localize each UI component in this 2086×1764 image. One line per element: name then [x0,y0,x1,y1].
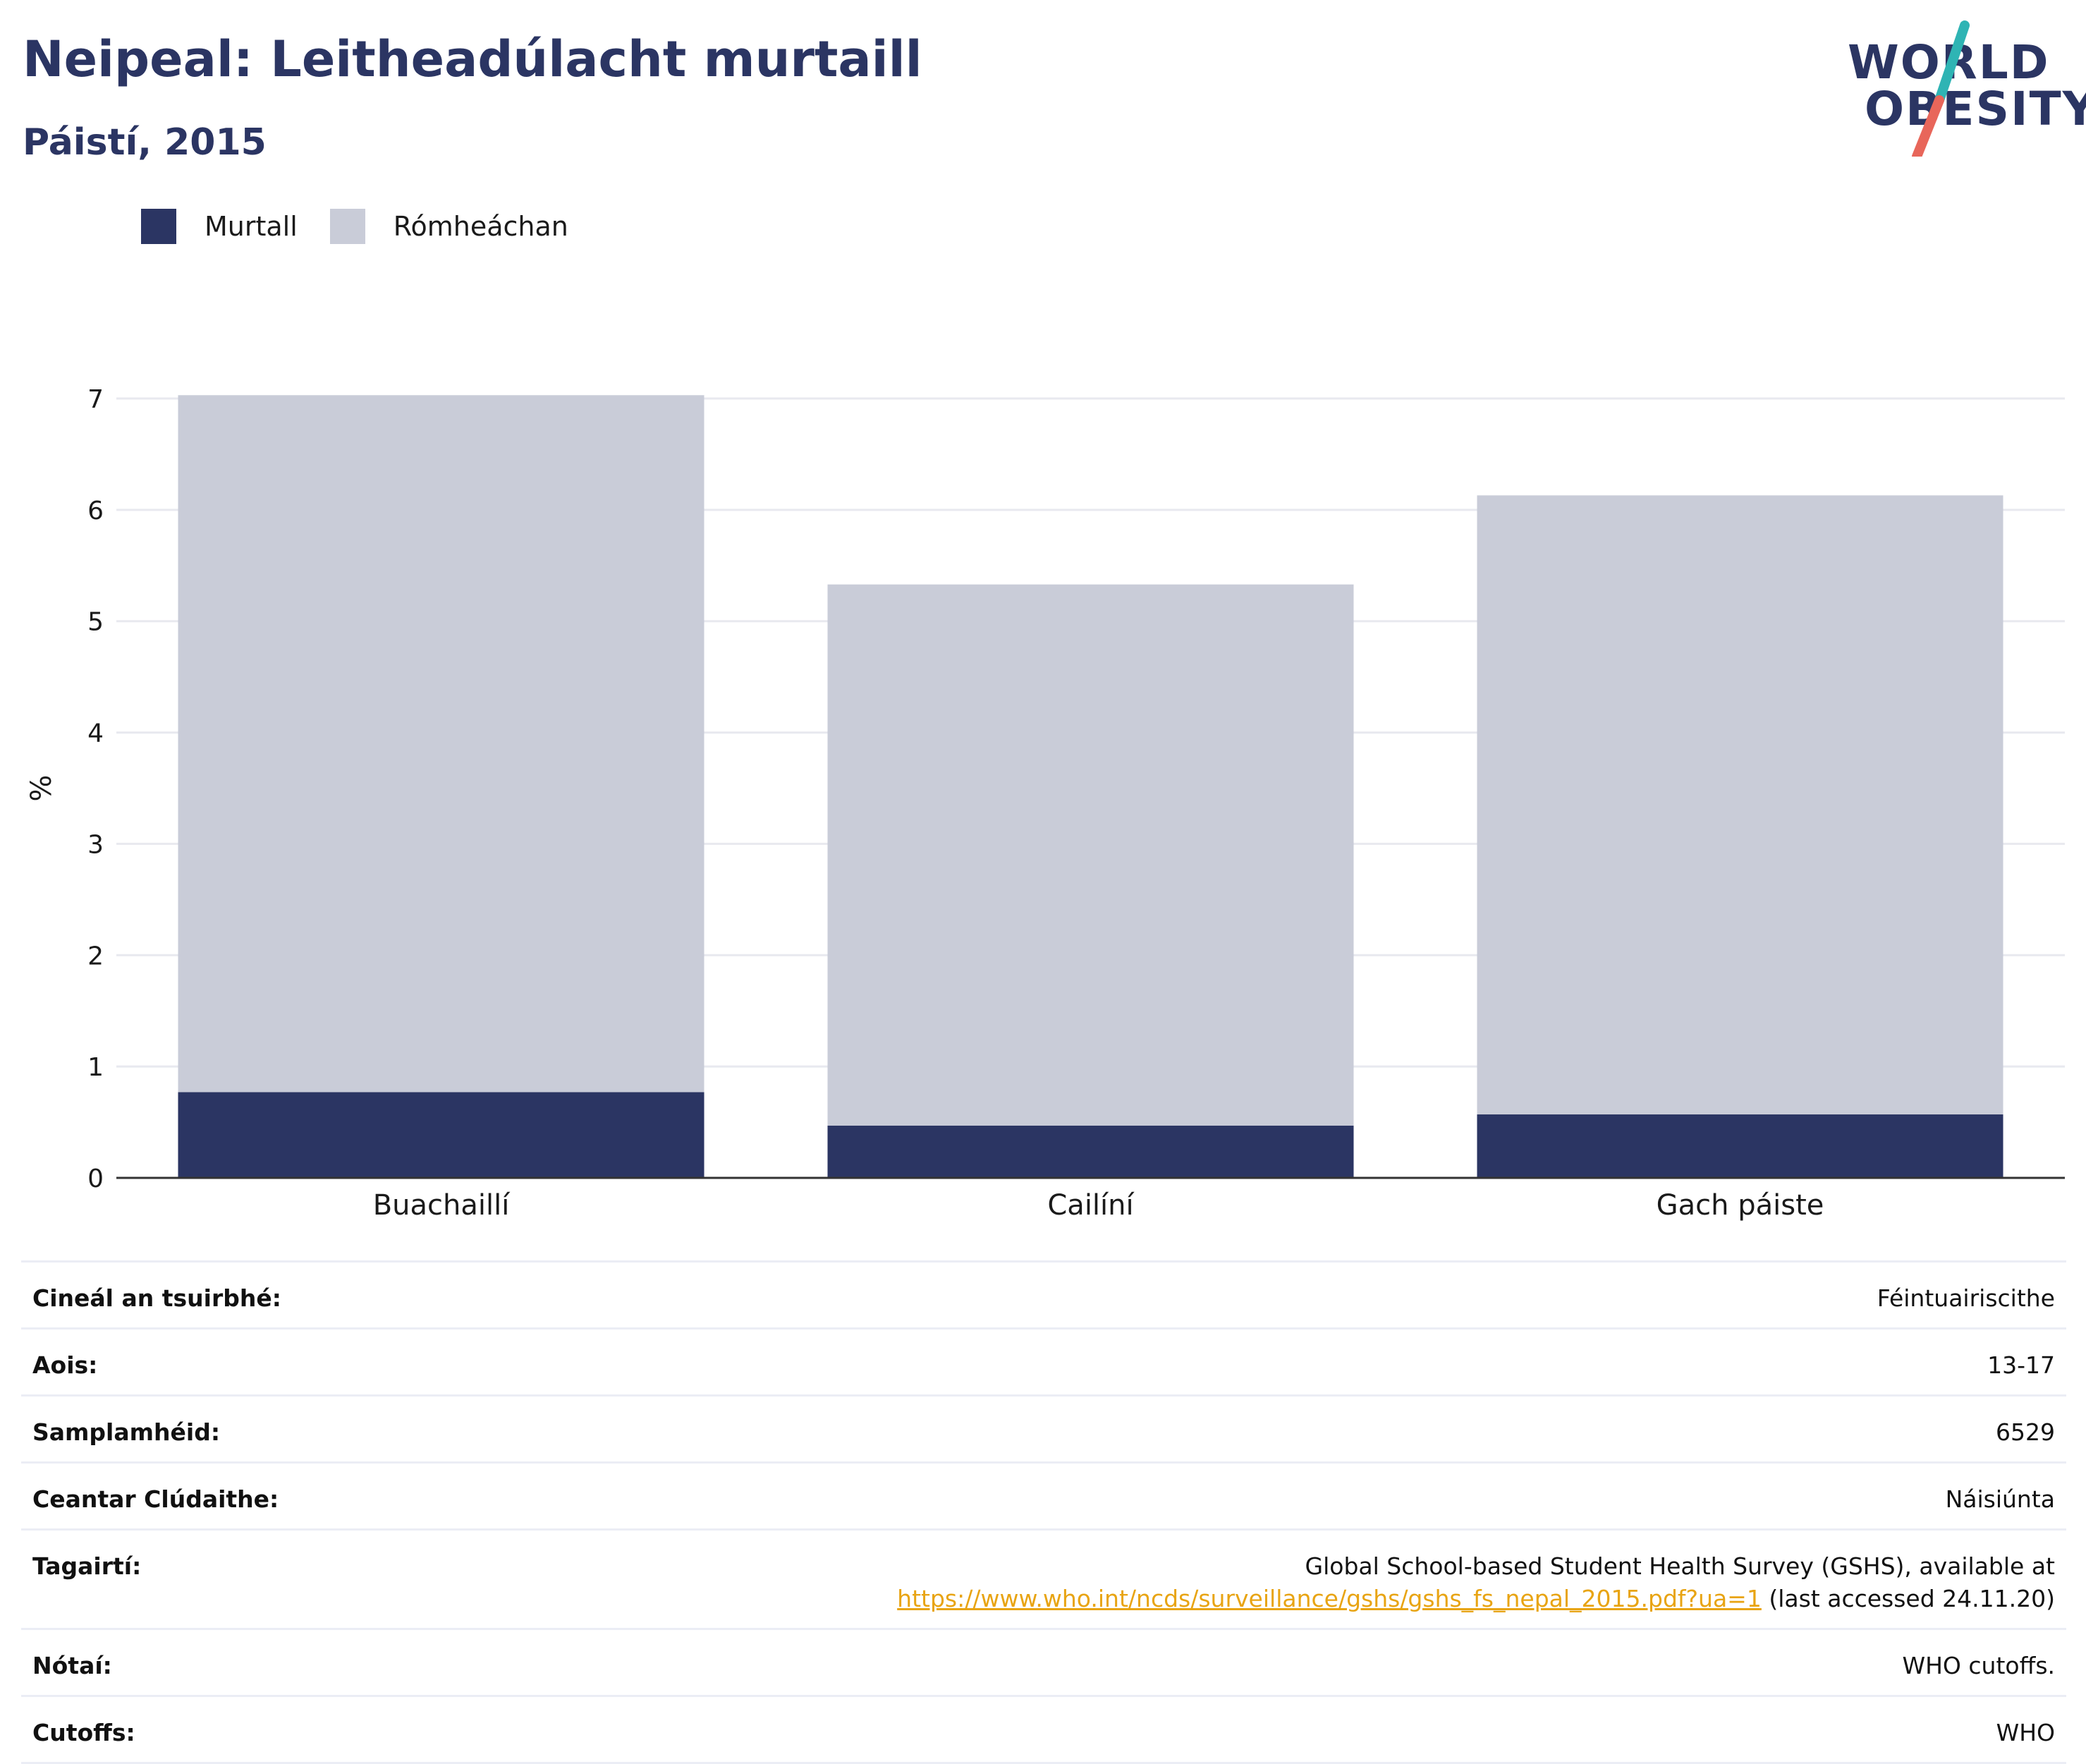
detail-label: Ceantar Clúdaithe: [32,1485,279,1513]
logo-line-2: OBESITY [1865,82,2086,136]
bar-obese [827,1125,1354,1178]
y-tick-label: 4 [87,719,104,748]
x-tick-label: Buachaillí [373,1189,511,1222]
detail-row-coverage: Ceantar Clúdaithe: Náisiúnta [21,1464,2066,1531]
bar-overweight [1477,495,2003,1115]
legend-item-overweight[interactable]: Rómheáchan [329,209,568,244]
detail-value: 13-17 [1987,1351,2055,1379]
detail-row-references: Tagairtí: Global School-based Student He… [21,1531,2066,1630]
y-tick-label: 0 [87,1164,104,1193]
page-subtitle: Páistí, 2015 [23,121,267,164]
legend-swatch-overweight [329,209,365,244]
y-tick-label: 7 [87,385,104,414]
detail-row-cutoffs: Cutoffs: WHO [21,1697,2066,1764]
legend-item-obese[interactable]: Murtall [141,209,298,244]
x-tick-label: Cailíní [1047,1189,1135,1222]
y-tick-label: 2 [87,942,104,971]
references-text: Global School-based Student Health Surve… [1305,1552,2055,1580]
details-table: Cineál an tsuirbhé: Féintuairiscithe Aoi… [21,1260,2066,1764]
detail-row-notes: Nótaí: WHO cutoffs. [21,1630,2066,1697]
detail-label: Tagairtí: [32,1552,142,1580]
legend-label-obese: Murtall [205,211,298,242]
detail-label: Nótaí: [32,1652,112,1679]
detail-label: Samplamhéid: [32,1418,221,1446]
detail-label: Cutoffs: [32,1719,135,1746]
bar-obese [1477,1114,2003,1178]
detail-value-references: Global School-based Student Health Surve… [897,1550,2055,1615]
detail-value: Féintuairiscithe [1877,1284,2055,1312]
detail-row-age: Aois: 13-17 [21,1330,2066,1397]
x-tick-label: Gach páiste [1657,1189,1824,1222]
legend-swatch-obese [141,209,176,244]
detail-label: Aois: [32,1351,98,1379]
bar-obese [178,1092,705,1178]
detail-row-sample-size: Samplamhéid: 6529 [21,1397,2066,1464]
y-tick-label: 6 [87,497,104,525]
detail-value: WHO cutoffs. [1902,1652,2055,1679]
detail-value: Náisiúnta [1945,1485,2055,1513]
y-tick-label: 5 [87,608,104,637]
bar-overweight [827,584,1354,1126]
detail-label: Cineál an tsuirbhé: [32,1284,281,1312]
detail-value: WHO [1996,1719,2055,1746]
y-tick-label: 1 [87,1053,104,1082]
bar-overweight [178,395,705,1093]
y-axis-title: % [25,774,58,801]
references-suffix: (last accessed 24.11.20) [1761,1585,2055,1612]
chart-legend: Murtall Rómheáchan [141,209,601,244]
references-link[interactable]: https://www.who.int/ncds/surveillance/gs… [897,1585,1762,1612]
detail-value: 6529 [1996,1418,2055,1446]
y-tick-label: 3 [87,830,104,859]
legend-label-overweight: Rómheáchan [393,211,568,242]
world-obesity-logo: WORLD OBESITY [1834,16,2086,157]
detail-row-survey-type: Cineál an tsuirbhé: Féintuairiscithe [21,1260,2066,1330]
stacked-bar-chart: 0 1 2 3 4 5 6 7% Buachaillí Cailíní Gach páiste [25,385,2065,1222]
page-title: Neipeal: Leitheadúlacht murtaill [23,30,922,88]
logo-slash-icon [1912,20,1970,157]
